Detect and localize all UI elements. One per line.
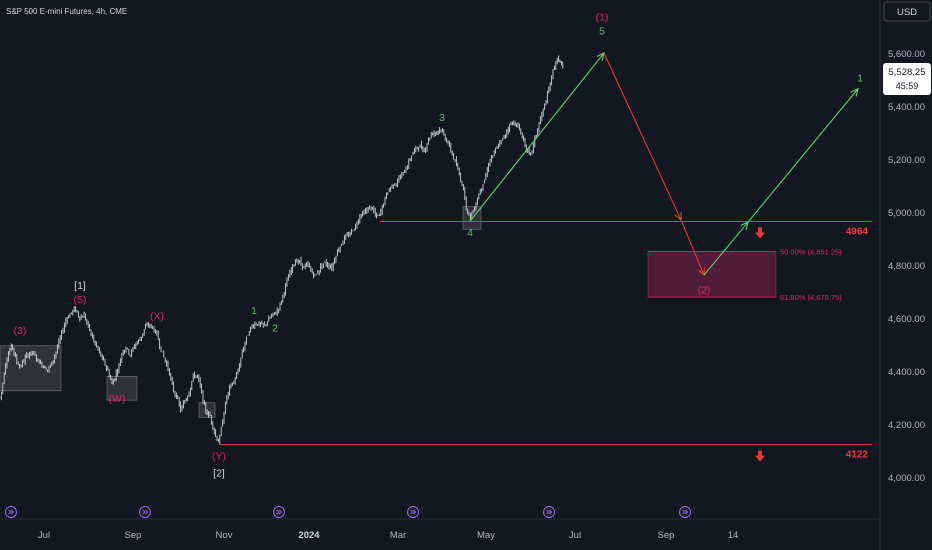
arrowhead-icon — [850, 87, 859, 97]
event-marker-icon[interactable] — [273, 506, 285, 518]
price-axis-ticks: 5,600.00 5,400.00 5,200.00 5,000.00 4,800.00… — [888, 49, 925, 484]
event-marker-icon[interactable] — [5, 506, 17, 518]
last-price-value: 5,528.25 — [889, 67, 926, 78]
time-tick-label: Nov — [216, 530, 233, 541]
event-marker-icon[interactable] — [407, 506, 419, 518]
down-arrow-icon — [755, 450, 765, 462]
last-price-marker: 5,528.25 45:59 — [883, 63, 931, 96]
level-label-4964: 4964 — [846, 227, 869, 238]
fib-50-label: 50.00% (4,851.25) — [780, 247, 842, 256]
fib-retracement-zone — [647, 251, 777, 298]
time-tick-label: 2024 — [298, 530, 320, 541]
last-price-box — [883, 63, 931, 96]
wave-label: 3 — [439, 112, 445, 124]
wave-label: 4 — [467, 227, 473, 239]
wave-label: 1 — [857, 73, 863, 85]
event-marker-icon[interactable] — [679, 506, 691, 518]
down-arrow-icon — [755, 227, 765, 239]
consolidation-box — [106, 375, 138, 401]
price-tick-label: 4,200.00 — [888, 420, 925, 431]
wave-label: (5) — [74, 294, 87, 306]
wave-label: (3) — [14, 325, 27, 337]
event-marker-icon[interactable] — [543, 506, 555, 518]
wave-label: (2) — [698, 285, 711, 297]
event-marker-icon[interactable] — [139, 506, 151, 518]
projection-segment — [680, 219, 705, 276]
price-tick-label: 5,000.00 — [888, 208, 925, 219]
price-tick-label: 5,200.00 — [888, 155, 925, 166]
wave-label: 1 — [251, 305, 257, 317]
time-tick-label: Sep — [658, 530, 675, 541]
time-tick-label: Jul — [38, 530, 50, 541]
projection-segment — [603, 52, 682, 221]
price-tick-label: 4,000.00 — [888, 473, 925, 484]
chart-title: S&P 500 E-mini Futures, 4h, CME — [6, 7, 127, 16]
wave-label: (1) — [596, 12, 609, 24]
level-label-4122: 4122 — [846, 450, 869, 461]
wave-label: [2] — [213, 467, 225, 479]
bar-countdown: 45:59 — [896, 81, 919, 91]
projection-segment — [703, 221, 749, 276]
wave-label: 5 — [599, 25, 605, 37]
projection-arrows — [469, 52, 859, 277]
support-levels: 4964 4122 — [219, 221, 872, 462]
fib-618-label: 61.80% (4,678.75) — [780, 293, 842, 302]
wave-labels: (3) [1] (5) (X) (W) (Y) [2] 1 2 3 4 (1)5 (2) 1 — [14, 12, 864, 480]
wave-label: [1] — [74, 280, 86, 292]
projection-segment — [747, 88, 859, 223]
projection-segment — [469, 52, 605, 222]
time-tick-label: Sep — [125, 530, 142, 541]
wave-label: (Y) — [212, 451, 226, 463]
time-axis: Jul Sep Nov 2024 Mar May Jul Sep 14 — [38, 530, 738, 541]
time-tick-label: May — [477, 530, 495, 541]
time-tick-label: 14 — [728, 530, 739, 541]
time-tick-label: Mar — [390, 530, 406, 541]
price-tick-label: 4,400.00 — [888, 367, 925, 378]
wave-label: 2 — [272, 322, 278, 334]
price-tick-label: 5,600.00 — [888, 49, 925, 60]
price-tick-label: 5,400.00 — [888, 102, 925, 113]
price-tick-label: 4,600.00 — [888, 314, 925, 325]
fib-zone: 50.00% (4,851.25) 61.80% (4,678.75) — [647, 247, 842, 302]
event-markers — [5, 506, 691, 518]
price-candles — [0, 55, 564, 445]
time-tick-label: Jul — [569, 530, 581, 541]
currency-label: USD — [897, 7, 917, 18]
wave-label: (W) — [109, 393, 126, 405]
price-tick-label: 4,800.00 — [888, 261, 925, 272]
wave-label: (X) — [150, 310, 164, 322]
currency-button[interactable] — [883, 1, 931, 22]
